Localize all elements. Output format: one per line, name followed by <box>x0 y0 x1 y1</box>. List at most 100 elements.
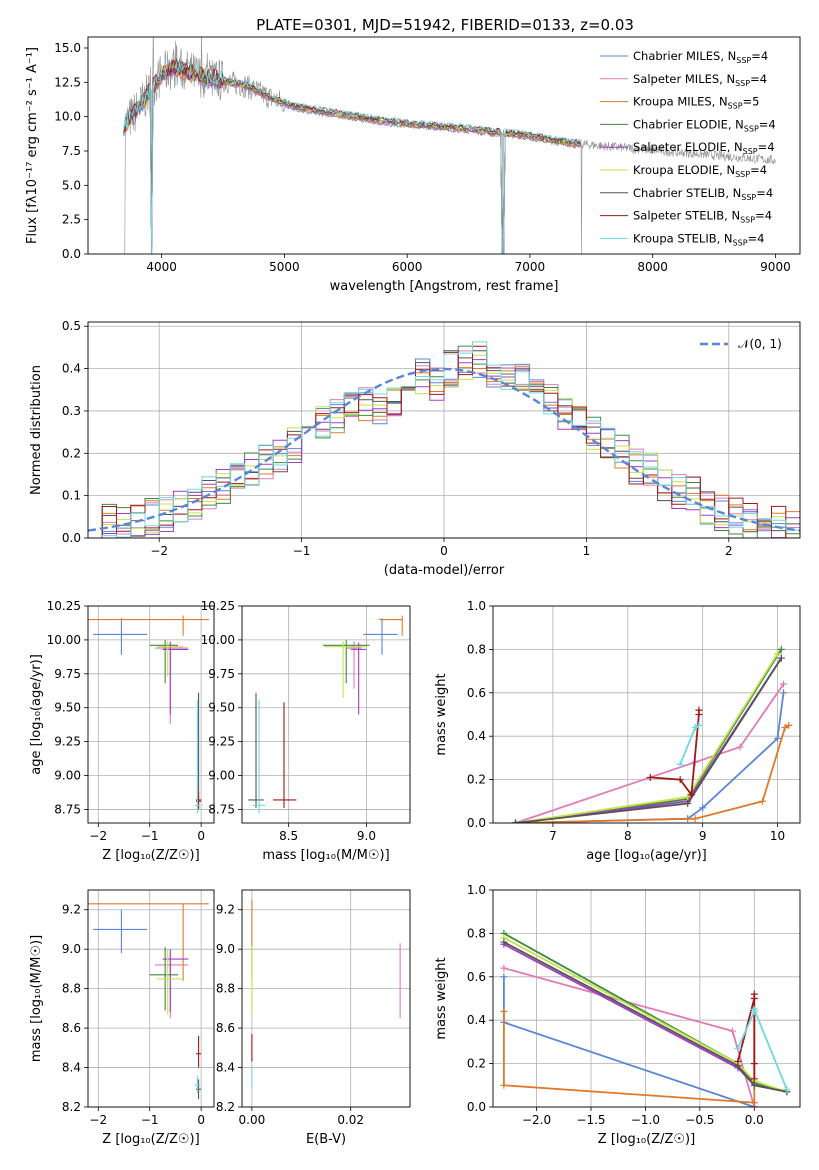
axes-frame <box>492 605 801 824</box>
legend-label-kroupa-miles: Kroupa MILES, NSSP=5 <box>633 95 759 111</box>
axes-frame <box>241 605 411 824</box>
series-marker <box>750 1103 758 1107</box>
y-tick-label: 9.0 <box>62 942 81 956</box>
plot-area <box>248 615 403 814</box>
series-marker <box>695 706 703 714</box>
y-tick-label: 1.0 <box>467 599 486 613</box>
errorbar-kroupa-elodie <box>157 641 184 677</box>
panel-mass_vs_ebv: 0.00 0.02 8.2 8.4 8.6 8.8 9.0 9.2 E(B-V) <box>216 889 411 1147</box>
y-tick-label: 0.8 <box>467 926 486 940</box>
x-tick-label: −1 <box>141 1113 159 1127</box>
y-tick-label: 9.00 <box>208 769 235 783</box>
x-tick-label: −2 <box>89 1113 107 1127</box>
y-tick-label: 9.00 <box>54 769 81 783</box>
model-spectrum-salpeter-stelib <box>123 59 581 254</box>
series-marker <box>785 721 793 729</box>
x-tick-label: 2 <box>725 544 733 558</box>
series-marker <box>676 776 684 784</box>
y-axis-label: mass [log₁₀(M/M☉)] <box>29 935 44 1062</box>
series-marker <box>759 797 767 805</box>
y-tick-label: 0.0 <box>467 816 486 830</box>
model-spectrum-kroupa-miles <box>123 59 581 254</box>
y-tick-label: 10.25 <box>201 599 235 613</box>
panel-residuals: −2 −1 0 1 2 0.0 0.1 0.2 0.3 0.4 0.5 (data-model)/er… <box>29 319 801 578</box>
panel-massweight_vs_age: 7 8 9 10 0.0 0.2 0.4 0.6 0.8 1.0 age [log₁₀(age/yr… <box>434 599 801 863</box>
errorbar-chabrier-stelib <box>196 1079 202 1100</box>
model-spectrum-chabrier-stelib <box>123 58 581 254</box>
x-tick-label: 0 <box>197 1113 205 1127</box>
x-tick-label: 7 <box>549 829 557 843</box>
errorbar-kroupa-stelib <box>194 1075 201 1094</box>
x-tick-label: −2 <box>150 544 168 558</box>
series-chabrier-stelib <box>511 654 785 823</box>
model-spectrum-salpeter-miles <box>123 64 581 254</box>
y-tick-label: 0.6 <box>467 686 486 700</box>
y-tick-label: 8.2 <box>62 1100 81 1114</box>
axes-frame <box>492 889 801 1108</box>
y-tick-label: 8.75 <box>208 802 235 816</box>
y-axis-label: mass weight <box>434 673 449 755</box>
series-marker <box>774 650 782 658</box>
legend-label-kroupa-stelib: Kroupa STELIB, NSSP=4 <box>633 231 764 247</box>
x-tick-label: 0 <box>197 829 205 843</box>
legend-label-chabrier-elodie: Chabrier ELODIE, NSSP=4 <box>633 117 776 133</box>
legend-label-kroupa-elodie: Kroupa ELODIE, NSSP=4 <box>633 163 767 179</box>
axes-frame <box>87 321 801 539</box>
series-line <box>503 936 788 1093</box>
legend-label-salpeter-miles: Salpeter MILES, NSSP=4 <box>633 72 767 88</box>
x-axis-label: Z [log₁₀(Z/Z☉)] <box>598 1132 695 1147</box>
axes-frame <box>87 605 215 824</box>
y-tick-label: 0.4 <box>467 729 486 743</box>
series-salpeter-stelib <box>646 706 703 799</box>
y-tick-label: 0.4 <box>62 362 81 376</box>
errorbar-salpeter-elodie <box>162 642 189 715</box>
x-tick-label: 8.5 <box>279 829 298 843</box>
y-tick-label: 2.5 <box>62 213 81 227</box>
model-spectrum-kroupa-stelib <box>123 59 581 254</box>
series-line <box>737 994 756 1079</box>
y-tick-label: 9.25 <box>208 735 235 749</box>
plot-area <box>123 37 776 254</box>
series-marker <box>781 724 789 732</box>
model-spectrum-chabrier-elodie <box>123 60 581 254</box>
x-tick-label: −0.5 <box>685 1113 714 1127</box>
x-tick-label: 0.00 <box>239 1113 266 1127</box>
series-marker <box>676 760 684 768</box>
series-marker <box>500 938 508 946</box>
legend-label-salpeter-stelib: Salpeter STELIB, NSSP=4 <box>633 209 772 225</box>
errorbar-kroupa-elodie <box>324 641 367 699</box>
errorbar-kroupa-elodie <box>157 949 184 1015</box>
plot-area <box>88 903 209 1100</box>
x-tick-label: 0.02 <box>337 1113 364 1127</box>
errorbar-kroupa-miles <box>88 903 209 981</box>
x-axis-label: E(B-V) <box>306 1132 346 1147</box>
series-kroupa-elodie <box>511 650 782 823</box>
series-marker <box>750 990 758 998</box>
series-marker <box>684 793 692 801</box>
series-marker <box>734 1057 742 1065</box>
y-tick-label: 9.2 <box>62 903 81 917</box>
y-tick-label: 0.0 <box>62 531 81 545</box>
series-marker <box>729 1027 737 1035</box>
grid <box>88 890 214 1108</box>
axes-frame <box>241 889 411 1108</box>
y-tick-label: 12.5 <box>54 75 81 89</box>
series-marker <box>695 721 703 729</box>
y-tick-label: 8.6 <box>216 1021 235 1035</box>
series-salpeter-stelib <box>734 990 758 1083</box>
y-tick-label: 0.2 <box>62 446 81 460</box>
x-tick-label: 9 <box>699 829 707 843</box>
errorbar-salpeter-stelib <box>196 1035 202 1068</box>
y-tick-label: 9.0 <box>216 942 235 956</box>
x-tick-label: −1.0 <box>631 1113 660 1127</box>
x-axis-label: wavelength [Angstrom, rest frame] <box>330 279 559 294</box>
panel-massweight_vs_Z: −2.0 −1.5 −1.0 −0.5 0.0 0.0 0.2 0.4 0.6 0.8 1.0 Z [… <box>434 883 801 1147</box>
legend-label-salpeter-elodie: Salpeter ELODIE, NSSP=4 <box>633 140 775 156</box>
x-axis-label: mass [log₁₀(M/M☉)] <box>262 848 389 863</box>
y-tick-label: 9.2 <box>216 903 235 917</box>
x-tick-label: −1 <box>293 544 311 558</box>
errorbar-kroupa-stelib <box>194 699 201 814</box>
histogram-kroupa-stelib <box>88 341 800 538</box>
y-tick-label: 7.5 <box>62 144 81 158</box>
series-marker <box>500 1008 508 1016</box>
